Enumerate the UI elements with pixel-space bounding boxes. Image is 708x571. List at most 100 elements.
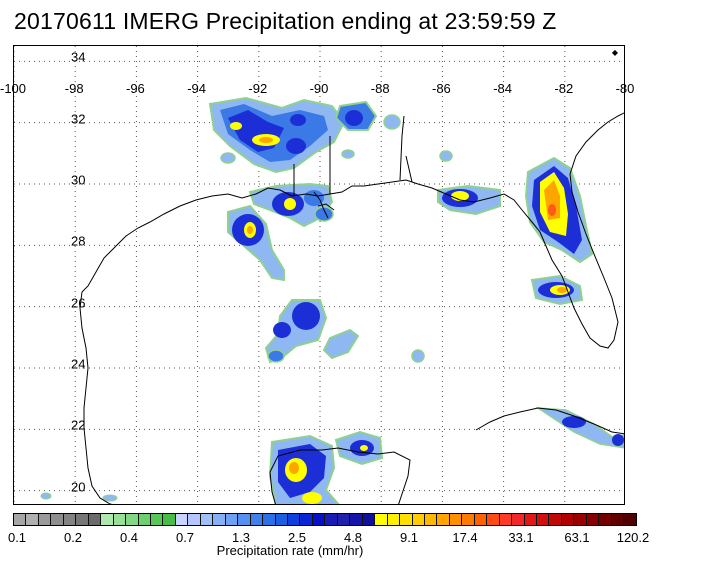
colorbar-swatch [325,514,338,525]
yucatan-coastline [269,447,411,504]
longitude-tick-label: -84 [493,81,512,96]
colorbar-tick-label: 2.5 [287,530,307,545]
latitude-tick-label: 26 [71,295,86,311]
precip-area [102,494,118,502]
precip-area [345,110,363,126]
colorbar-tick-label: 0.4 [119,530,139,545]
latitude-tick-label: 24 [71,356,86,372]
latitude-tick-label: 34 [71,49,86,65]
precip-area [284,198,296,210]
latitude-tick-label: 28 [71,233,86,249]
colorbar-swatch [362,514,376,525]
precip-area [314,206,334,222]
longitude-tick-label: -100 [0,81,27,96]
precip-area [247,226,253,234]
colorbar-swatch [449,514,463,525]
colorbar-tick-label: 17.4 [452,530,478,545]
longitude-tick-label: -90 [309,81,329,96]
colorbar-swatch [14,514,27,525]
colorbar-tick-label: 1.3 [231,530,251,545]
mexico-coastline [79,291,113,504]
colorbar-swatch [26,514,39,525]
colorbar-swatch [350,514,363,525]
colorbar-swatch [250,514,264,525]
precipitation-map[interactable]: ◆ [13,45,625,505]
precip-area [557,287,567,293]
colorbar-swatch [611,514,625,525]
precip-area [562,416,586,428]
colorbar-swatch [487,514,500,525]
colorbar-swatch [225,514,239,525]
colorbar-swatch [375,514,388,525]
state-boundary [293,115,413,196]
longitude-tick-label: -94 [187,81,206,96]
colorbar-swatch [213,514,226,525]
precip-area [40,492,52,500]
colorbar-swatch [524,514,538,525]
colorbar-swatch [549,514,562,525]
precip-area [341,149,355,159]
precipitation-layer [40,96,624,504]
colorbar-swatch [424,514,438,525]
colorbar-swatch [412,514,425,525]
colorbar-swatch [126,514,139,525]
colorbar-swatch [51,514,64,525]
colorbar-tick-label: 63.1 [564,530,590,545]
colorbar-swatch [263,514,276,525]
colorbar-swatch [113,514,127,525]
precip-area [259,137,273,143]
precip-area [302,492,322,504]
corner-marker-icon: ◆ [611,48,618,57]
precip-area [230,122,242,130]
precip-area [612,434,624,446]
precip-area [548,204,556,216]
colorbar-swatch [175,514,189,525]
colorbar-swatch [512,514,525,525]
colorbar-swatch [300,514,313,525]
coastline [79,112,624,504]
colorbar-title: Precipitation rate (mm/hr) [216,543,364,558]
longitude-tick-label: -92 [248,81,268,96]
precip-area [290,114,306,126]
colorbar-swatch [586,514,600,525]
latitude-tick-label: 20 [71,479,86,495]
colorbar-swatch [599,514,612,525]
longitude-tick-label: -82 [554,81,574,96]
latitude-tick-label: 32 [71,111,86,127]
precip-area [322,328,360,360]
colorbar-swatch [400,514,413,525]
mississippi-delta [313,191,335,219]
colorbar-tick-label: 120.2 [616,530,650,545]
longitude-tick-label: -88 [370,81,390,96]
colorbar-swatch [624,514,636,525]
longitude-tick-label: -86 [431,81,451,96]
colorbar-tick-label: 33.1 [508,530,534,545]
precipitation-colorbar [13,513,637,526]
gulf-coastline [81,112,624,349]
colorbar-swatch [474,514,488,525]
colorbar-tick-label: 9.1 [399,530,419,545]
colorbar-swatch [200,514,214,525]
colorbar-swatch [462,514,475,525]
cuba-coastline [475,407,624,435]
map-canvas [14,46,624,504]
colorbar-swatch [101,514,114,525]
latitude-tick-label: 22 [71,417,86,433]
colorbar-swatch [238,514,251,525]
precip-area [273,322,291,338]
colorbar-swatch [287,514,301,525]
precip-area [439,150,453,162]
page-title: 20170611 IMERG Precipitation ending at 2… [14,8,557,34]
colorbar-swatch [275,514,288,525]
precip-area [220,152,236,164]
colorbar-swatch [561,514,575,525]
latitude-tick-label: 30 [71,172,86,188]
colorbar-swatch [76,514,89,525]
precip-area [411,349,425,363]
precip-area [289,462,299,474]
colorbar-swatch [63,514,77,525]
colorbar-swatch [138,514,151,525]
colorbar-swatch [312,514,326,525]
colorbar-swatch [437,514,450,525]
precip-area [360,445,368,451]
